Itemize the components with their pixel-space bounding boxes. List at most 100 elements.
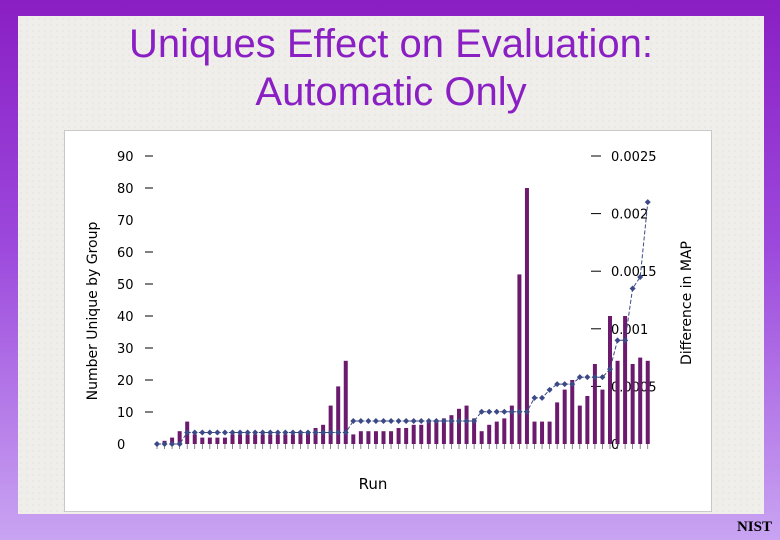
line-point <box>274 429 281 436</box>
title-line-1: Uniques Effect on Evaluation: <box>128 22 654 66</box>
line-point <box>591 374 598 381</box>
line-point <box>546 386 553 393</box>
line-point <box>305 429 311 436</box>
y2-axis-label: Difference in MAP <box>679 241 695 365</box>
bar <box>555 402 560 444</box>
bar <box>623 316 628 444</box>
bar <box>472 418 477 444</box>
line-point <box>644 199 651 206</box>
bar <box>540 421 545 444</box>
bar <box>336 386 341 444</box>
title-line-2: Automatic Only <box>255 70 527 114</box>
y2-tick-label: 0 <box>611 438 619 453</box>
y-tick-label: 40 <box>117 310 134 325</box>
nist-footer: NIST <box>736 519 772 535</box>
bar <box>502 418 507 444</box>
bar <box>306 431 310 444</box>
bar <box>494 421 499 444</box>
line-point <box>289 429 296 436</box>
y2-tick-label: 0.002 <box>611 208 648 223</box>
bar <box>600 389 605 444</box>
line-point <box>259 429 266 436</box>
bar <box>532 421 537 444</box>
line-point <box>501 408 508 415</box>
bar <box>426 421 431 444</box>
bar <box>509 405 514 444</box>
bar <box>615 360 620 444</box>
bar <box>524 188 529 444</box>
y-tick-label: 20 <box>117 374 134 389</box>
line-point <box>584 374 591 381</box>
line-point <box>214 429 221 436</box>
bar <box>389 431 394 444</box>
y-tick-label: 30 <box>117 342 134 357</box>
bar <box>479 431 484 444</box>
bar <box>464 405 469 444</box>
bar <box>638 357 643 444</box>
line-point <box>350 417 357 424</box>
y-tick-label: 80 <box>117 182 134 197</box>
bar <box>260 434 265 444</box>
line-point <box>410 417 417 424</box>
y-tick-label: 10 <box>117 406 134 421</box>
bar <box>419 424 424 444</box>
bar <box>645 360 650 444</box>
bar <box>192 434 197 444</box>
line-point <box>176 441 183 447</box>
bar <box>366 431 371 444</box>
bar <box>177 431 182 444</box>
bar <box>253 434 258 444</box>
bar <box>577 405 582 444</box>
bar <box>457 408 461 444</box>
bar <box>487 424 492 444</box>
line-point <box>244 429 251 436</box>
bar <box>207 437 212 444</box>
bar <box>411 424 416 444</box>
bar <box>290 434 295 444</box>
slide-title: Uniques Effect on Evaluation: Automatic … <box>18 20 764 116</box>
line-point <box>282 429 289 436</box>
line-point <box>252 429 259 436</box>
bar <box>298 431 303 444</box>
line-point <box>607 366 613 373</box>
line-point <box>388 417 395 424</box>
line-point <box>191 429 198 436</box>
y-tick-label: 60 <box>117 246 134 261</box>
line-point <box>342 429 349 436</box>
line-point <box>335 429 342 436</box>
line-point <box>237 429 244 436</box>
bar <box>373 431 378 444</box>
bar <box>222 437 227 444</box>
x-axis-label: Run <box>359 475 388 493</box>
line-point <box>312 429 319 436</box>
line-point <box>206 429 213 436</box>
line-point <box>365 417 372 424</box>
line-point <box>380 417 387 424</box>
bar <box>215 437 220 444</box>
bar <box>230 434 235 444</box>
line-point <box>395 417 402 424</box>
line-point <box>169 441 176 447</box>
line-point <box>531 394 538 401</box>
bar <box>245 434 250 444</box>
bar <box>517 274 522 444</box>
line-point <box>569 381 576 388</box>
bar <box>608 316 612 444</box>
bar <box>200 437 205 444</box>
y2-tick-label: 0.0015 <box>611 265 657 280</box>
bar <box>570 380 575 444</box>
line-point <box>372 417 379 424</box>
bar <box>381 431 386 444</box>
line-point <box>471 417 478 424</box>
line-point <box>637 273 644 280</box>
bar <box>441 418 446 444</box>
bar <box>351 434 356 444</box>
line-point <box>433 417 440 424</box>
bar <box>585 396 590 444</box>
line-point <box>161 441 168 447</box>
bar <box>313 428 318 444</box>
line-point <box>221 429 228 436</box>
line-point <box>418 417 425 424</box>
